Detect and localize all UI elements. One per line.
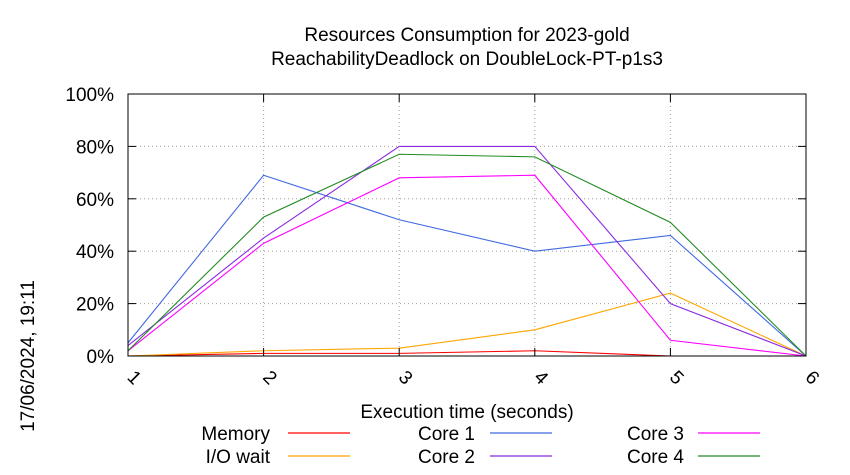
x-tick-label: 4 [530,367,553,390]
plot-frame [127,93,807,357]
series-line-i-o-wait [127,292,807,357]
x-tick-label: 1 [123,367,145,389]
legend-label: Core 4 [627,447,684,468]
chart-title: Resources Consumption for 2023-gold [304,25,629,46]
x-tick-label: 3 [394,367,416,389]
y-tick-label: 100% [65,85,114,106]
x-axis-label: Execution time (seconds) [360,402,573,423]
x-tick-label: 2 [258,367,280,389]
legend-label: Core 1 [418,424,475,445]
legend-label: Core 3 [627,424,684,445]
x-tick-label: 6 [801,367,823,389]
y-axis-ticks: 0% 20% 40% 60% 80% 100% [65,85,806,368]
legend-label: Memory [201,424,270,445]
timestamp: 17/06/2024, 19:11 [18,280,39,432]
y-tick-label: 60% [76,190,114,211]
legend-label: Core 2 [418,447,475,468]
series-line-core-2 [127,145,807,357]
series-line-core-1 [127,174,807,357]
y-tick-label: 80% [76,137,114,158]
series-lines [127,145,807,357]
x-tick-label: 5 [665,367,687,389]
x-axis-ticks: 1 2 3 4 5 6 [123,94,823,390]
chart-subtitle: ReachabilityDeadlock on DoubleLock-PT-p1… [271,49,663,70]
y-tick-label: 40% [76,242,114,263]
series-line-core-3 [127,174,807,357]
y-tick-label: 0% [87,347,115,368]
series-line-core-4 [127,153,807,357]
y-tick-label: 20% [76,295,114,316]
legend-label: I/O wait [206,447,271,468]
